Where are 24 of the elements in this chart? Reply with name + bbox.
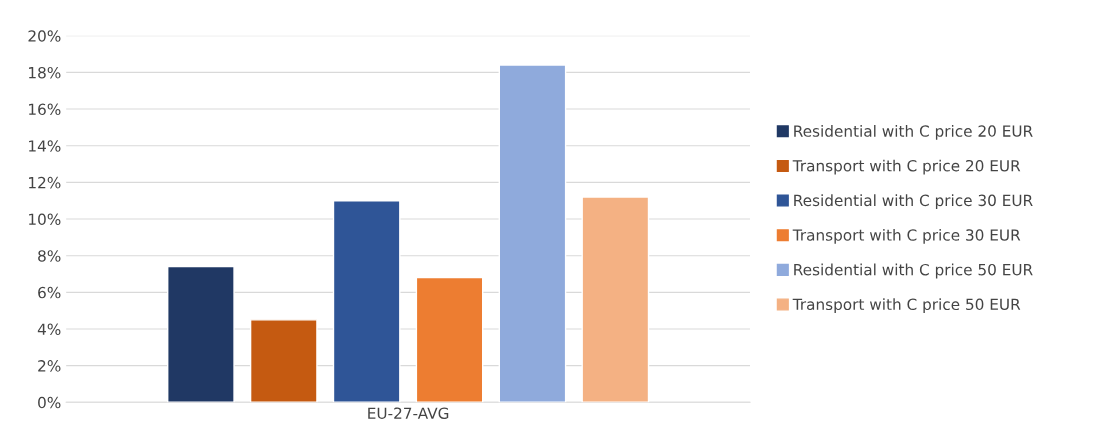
legend-label: Transport with C price 30 EUR xyxy=(792,228,1021,244)
y-tick-label: 8% xyxy=(38,250,61,262)
y-tick-label: 2% xyxy=(38,360,61,372)
bar xyxy=(249,319,318,403)
y-tick-label: 4% xyxy=(37,323,61,336)
bar xyxy=(415,276,484,403)
bar xyxy=(498,64,567,403)
bar xyxy=(332,200,401,403)
y-tick-label: 0% xyxy=(38,396,61,409)
y-tick-label: 20% xyxy=(28,30,61,42)
bar xyxy=(167,265,235,403)
x-tick-label: EU-27-AVG xyxy=(368,407,449,419)
y-tick-label: 14% xyxy=(29,140,61,152)
y-tick-label: 6% xyxy=(38,286,61,299)
y-tick-label: 10% xyxy=(29,213,61,226)
bar xyxy=(581,196,650,403)
legend-label: Transport with C price 20 EUR xyxy=(792,159,1021,175)
legend-label: Residential with C price 50 EUR xyxy=(794,263,1033,279)
y-tick-label: 12% xyxy=(29,176,61,189)
y-tick-label: 16% xyxy=(29,103,61,116)
legend-label: Residential with C price 30 EUR xyxy=(794,194,1033,210)
legend-label: Transport with C price 50 EUR xyxy=(792,298,1021,314)
y-tick-label: 18% xyxy=(29,66,61,79)
legend-label: Residential with C price 20 EUR xyxy=(794,125,1033,140)
